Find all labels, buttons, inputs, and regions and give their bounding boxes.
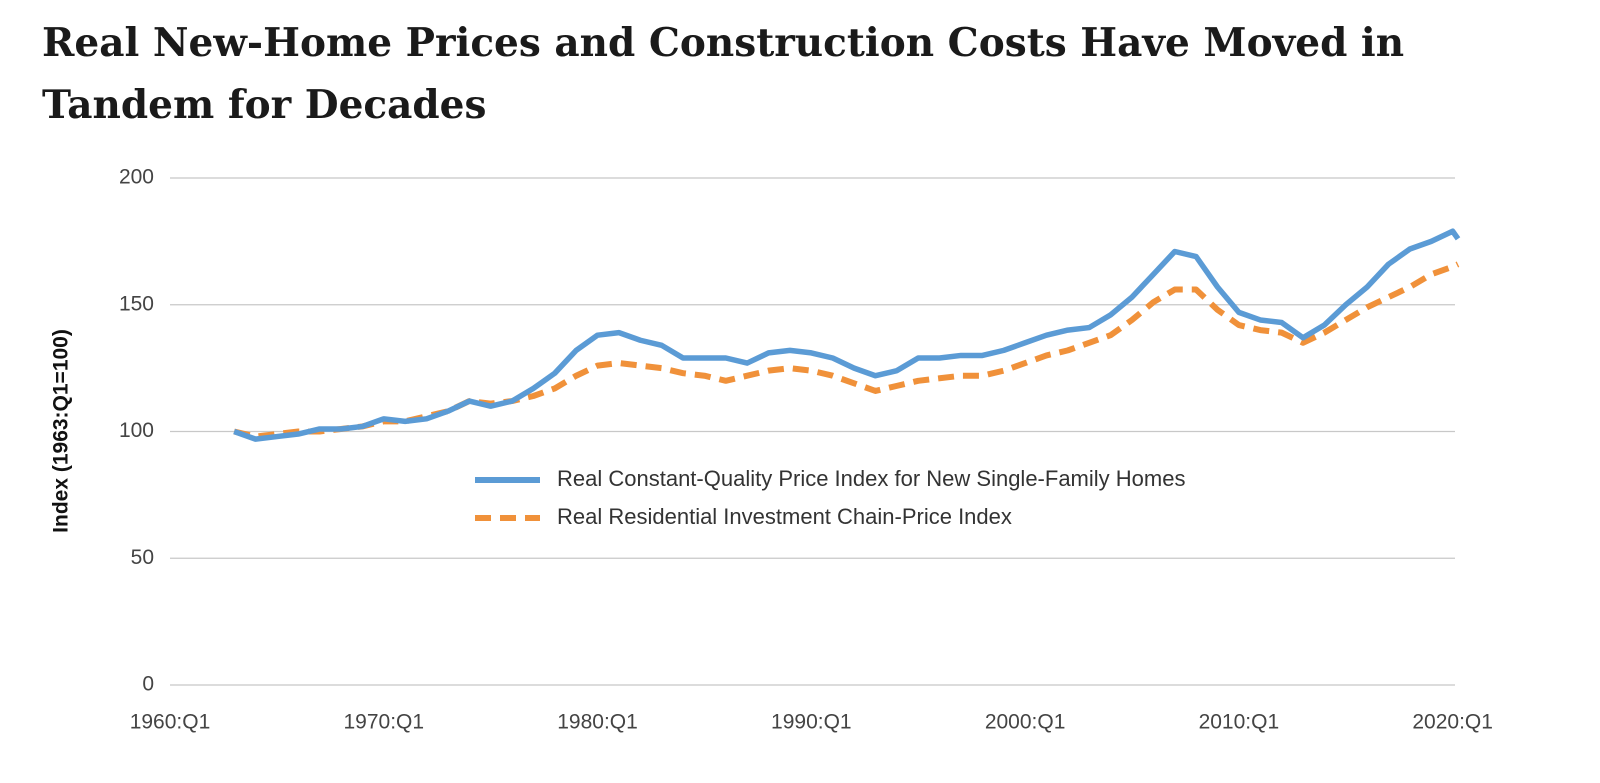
y-axis-label: Index (1963:Q1=100) <box>50 329 73 533</box>
y-tick-label: 200 <box>119 166 154 189</box>
y-tick-label: 0 <box>142 673 154 696</box>
series-line <box>233 228 1461 442</box>
x-tick-label: 2010:Q1 <box>1199 711 1280 734</box>
x-tick-label: 2020:Q1 <box>1412 711 1493 734</box>
x-tick-label: 1980:Q1 <box>557 711 638 734</box>
chart-title: Real New-Home Prices and Construction Co… <box>42 20 1405 128</box>
x-tick-label: 1960:Q1 <box>130 711 211 734</box>
series-line <box>233 261 1460 440</box>
x-tick-label: 2000:Q1 <box>985 711 1066 734</box>
legend-label: Real Residential Investment Chain-Price … <box>557 504 1012 529</box>
x-tick-label: 1970:Q1 <box>343 711 424 734</box>
x-tick-label: 1990:Q1 <box>771 711 852 734</box>
y-tick-label: 100 <box>119 419 154 442</box>
legend-label: Real Constant-Quality Price Index for Ne… <box>557 466 1185 491</box>
y-tick-label: 150 <box>119 292 154 315</box>
y-tick-label: 50 <box>131 546 154 569</box>
